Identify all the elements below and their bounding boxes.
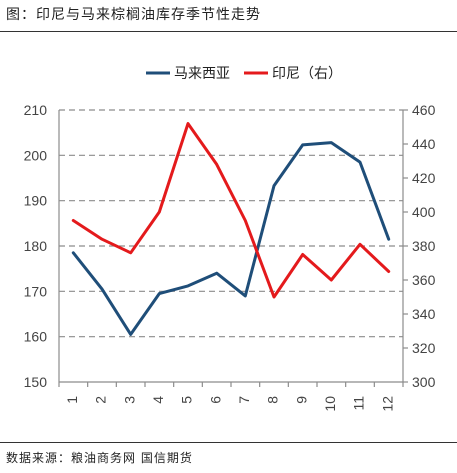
right-tick-label: 400 <box>412 204 436 220</box>
x-tick-label: 11 <box>351 396 367 411</box>
legend-label-2: 印尼（右） <box>272 66 342 82</box>
x-tick-label: 7 <box>236 396 252 404</box>
left-axis-ticks: 150 160 170 180 190 200 210 <box>24 102 48 390</box>
left-tick-label: 190 <box>24 193 48 209</box>
right-axis-ticks: 300 320 340 360 380 400 420 440 460 <box>403 102 436 390</box>
right-tick-label: 300 <box>412 374 436 390</box>
x-tick-label: 2 <box>93 396 109 404</box>
series-line-2 <box>71 122 391 299</box>
series-line-1 <box>71 141 391 336</box>
x-tick-label: 3 <box>121 396 137 404</box>
x-tick-label: 5 <box>179 396 195 404</box>
right-tick-label: 420 <box>412 170 436 186</box>
right-tick-label: 320 <box>412 340 436 356</box>
legend-label-1: 马来西亚 <box>174 66 230 82</box>
left-tick-label: 180 <box>24 238 48 254</box>
series-lines <box>71 122 391 336</box>
right-tick-label: 340 <box>412 306 436 322</box>
chart-title: 图：印尼与马来棕榈油库存季节性走势 <box>6 7 261 23</box>
x-tick-label: 4 <box>150 396 166 404</box>
legend: 马来西亚 印尼（右） <box>146 66 342 82</box>
footer-divider <box>0 442 457 443</box>
left-tick-label: 170 <box>24 283 48 299</box>
source-note: 数据来源：粮油商务网 国信期货 <box>6 451 193 465</box>
left-tick-label: 200 <box>24 147 48 163</box>
x-axis-ticks: 1 2 3 4 5 6 7 8 9 10 11 12 <box>58 382 404 412</box>
x-tick-label: 12 <box>379 396 395 412</box>
x-tick-label: 10 <box>322 396 338 412</box>
right-tick-label: 460 <box>412 102 436 118</box>
right-tick-label: 440 <box>412 136 436 152</box>
x-tick-label: 8 <box>265 396 281 404</box>
left-tick-label: 210 <box>24 102 48 118</box>
right-tick-label: 380 <box>412 238 436 254</box>
x-tick-label: 6 <box>207 396 223 404</box>
x-tick-label: 9 <box>293 396 309 404</box>
grid-lines <box>59 109 403 338</box>
title-divider <box>0 31 457 32</box>
right-tick-label: 360 <box>412 272 436 288</box>
left-tick-label: 160 <box>24 329 48 345</box>
x-tick-label: 1 <box>64 396 80 404</box>
left-tick-label: 150 <box>24 374 48 390</box>
